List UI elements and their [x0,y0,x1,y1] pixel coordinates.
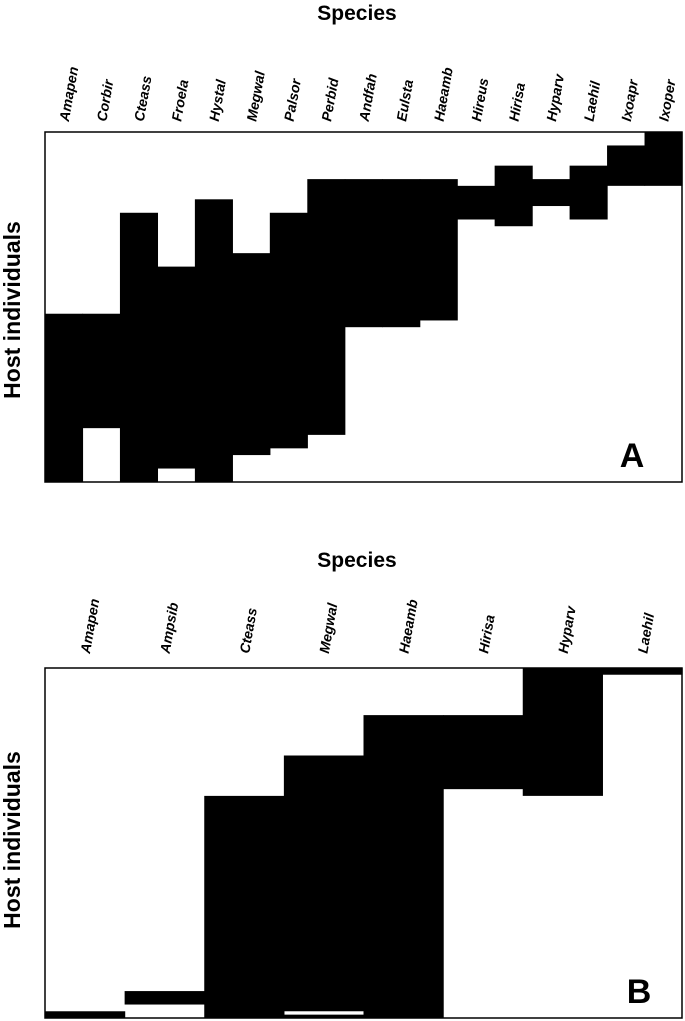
panel-a-cell-megwal-0 [232,253,271,456]
panel-b-tick-haeamb: Haeamb [396,598,421,655]
panel-a-cell-haeamb-0 [419,179,458,321]
panel-a-matrix [45,132,683,483]
panel-b-tick-laehil: Laehil [634,611,657,655]
panel-a-cell-ixoapr-0 [607,145,646,186]
panel-a-tick-hyparv: Hyparv [543,72,567,123]
panel-a-tick-palsor: Palsor [281,76,304,122]
panel-b-tick-hirisa: Hirisa [475,613,498,654]
panel-b-cell-ampsib-0 [124,991,205,1005]
panel-a-tick-perbid: Perbid [318,76,341,122]
panel-a-tick-amapen: Amapen [56,65,82,123]
panel-a-tick-corbir: Corbir [93,77,116,123]
panel-a-cell-ixoper-0 [644,132,683,186]
panel-b-matrix [45,668,683,1018]
panel-a-cell-perbid-0 [307,179,346,435]
panel-b-tick-ampsib: Ampsib [156,601,181,656]
panel-a-tick-hystal: Hystal [206,77,229,122]
panel-b-cell-amapen-0 [45,1011,126,1018]
panel-a-cell-palsor-0 [269,212,308,449]
panel-a-x-tick-labels: Amapen Corbir Cteass Froela Hystal Megwal Pals… [56,65,679,123]
panel-b-cell-cteass-0 [204,795,285,1018]
panel-a-cell-andfah-0 [344,179,383,328]
panel-a-tick-laehil: Laehil [581,79,604,123]
panel-a-cell-froela-0 [157,266,196,469]
panel-a-tick-haeamb: Haeamb [431,66,456,123]
panel-b-title: Species [317,549,396,572]
panel-a-letter: A [620,437,645,475]
panel-b: Species Host individuals Amapen Ampsib Cte… [0,549,683,1019]
panel-b-y-axis-label: Host individuals [0,751,25,929]
panel-a-cell-hystal-0 [194,199,233,483]
panel-a-cell-eulsta-0 [382,179,421,328]
panel-b-frame [44,667,683,1019]
panel-b-tick-hyparv: Hyparv [555,604,579,655]
panel-a-title: Species [317,2,396,25]
panel-b-cell-hyparv-0 [522,668,603,796]
panel-b-tick-cteass: Cteass [236,606,260,654]
panel-b-cell-megwal-0 [283,755,365,1012]
panel-a-tick-hireus: Hireus [468,77,491,123]
panel-a-cell-laehil-0 [569,165,608,220]
panel-b-tick-megwal: Megwal [316,601,341,655]
panel-b-cell-megwal-1 [283,1014,365,1018]
panel-a-tick-megwal: Megwal [243,69,268,123]
panel-a-cell-hyparv-0 [532,179,571,207]
panel-a-frame [44,131,683,483]
panel-a-cell-cteass-0 [119,212,159,482]
panel-a-tick-ixoapr: Ixoapr [618,77,641,123]
panel-a-tick-cteass: Cteass [131,74,155,122]
panel-a-cell-corbir-0 [82,313,121,429]
panel-a-tick-froela: Froela [168,78,191,122]
panel-a-cell-hireus-0 [457,185,496,220]
panel-a-tick-ixoper: Ixoper [655,77,678,123]
panel-a-tick-eulsta: Eulsta [393,78,416,122]
panel-b-tick-amapen: Amapen [77,597,103,655]
panel-b-cell-hirisa-0 [443,715,524,790]
panel-b-cell-laehil-0 [602,668,683,675]
panel-b-letter: B [627,973,652,1011]
panel-a: Species Host individuals Amapen Corbir Cte… [0,2,683,483]
panel-b-cell-haeamb-0 [363,715,444,1018]
panel-a-tick-hirisa: Hirisa [506,81,529,122]
panel-b-x-tick-labels: Amapen Ampsib Cteass Megwal Haeamb Hirisa Hypa… [77,597,658,655]
panel-a-cell-hirisa-0 [494,165,533,227]
panel-a-y-axis-label: Host individuals [0,221,25,399]
panel-a-cell-amapen-0 [45,313,84,482]
panel-a-tick-andfah: Andfah [356,72,380,123]
